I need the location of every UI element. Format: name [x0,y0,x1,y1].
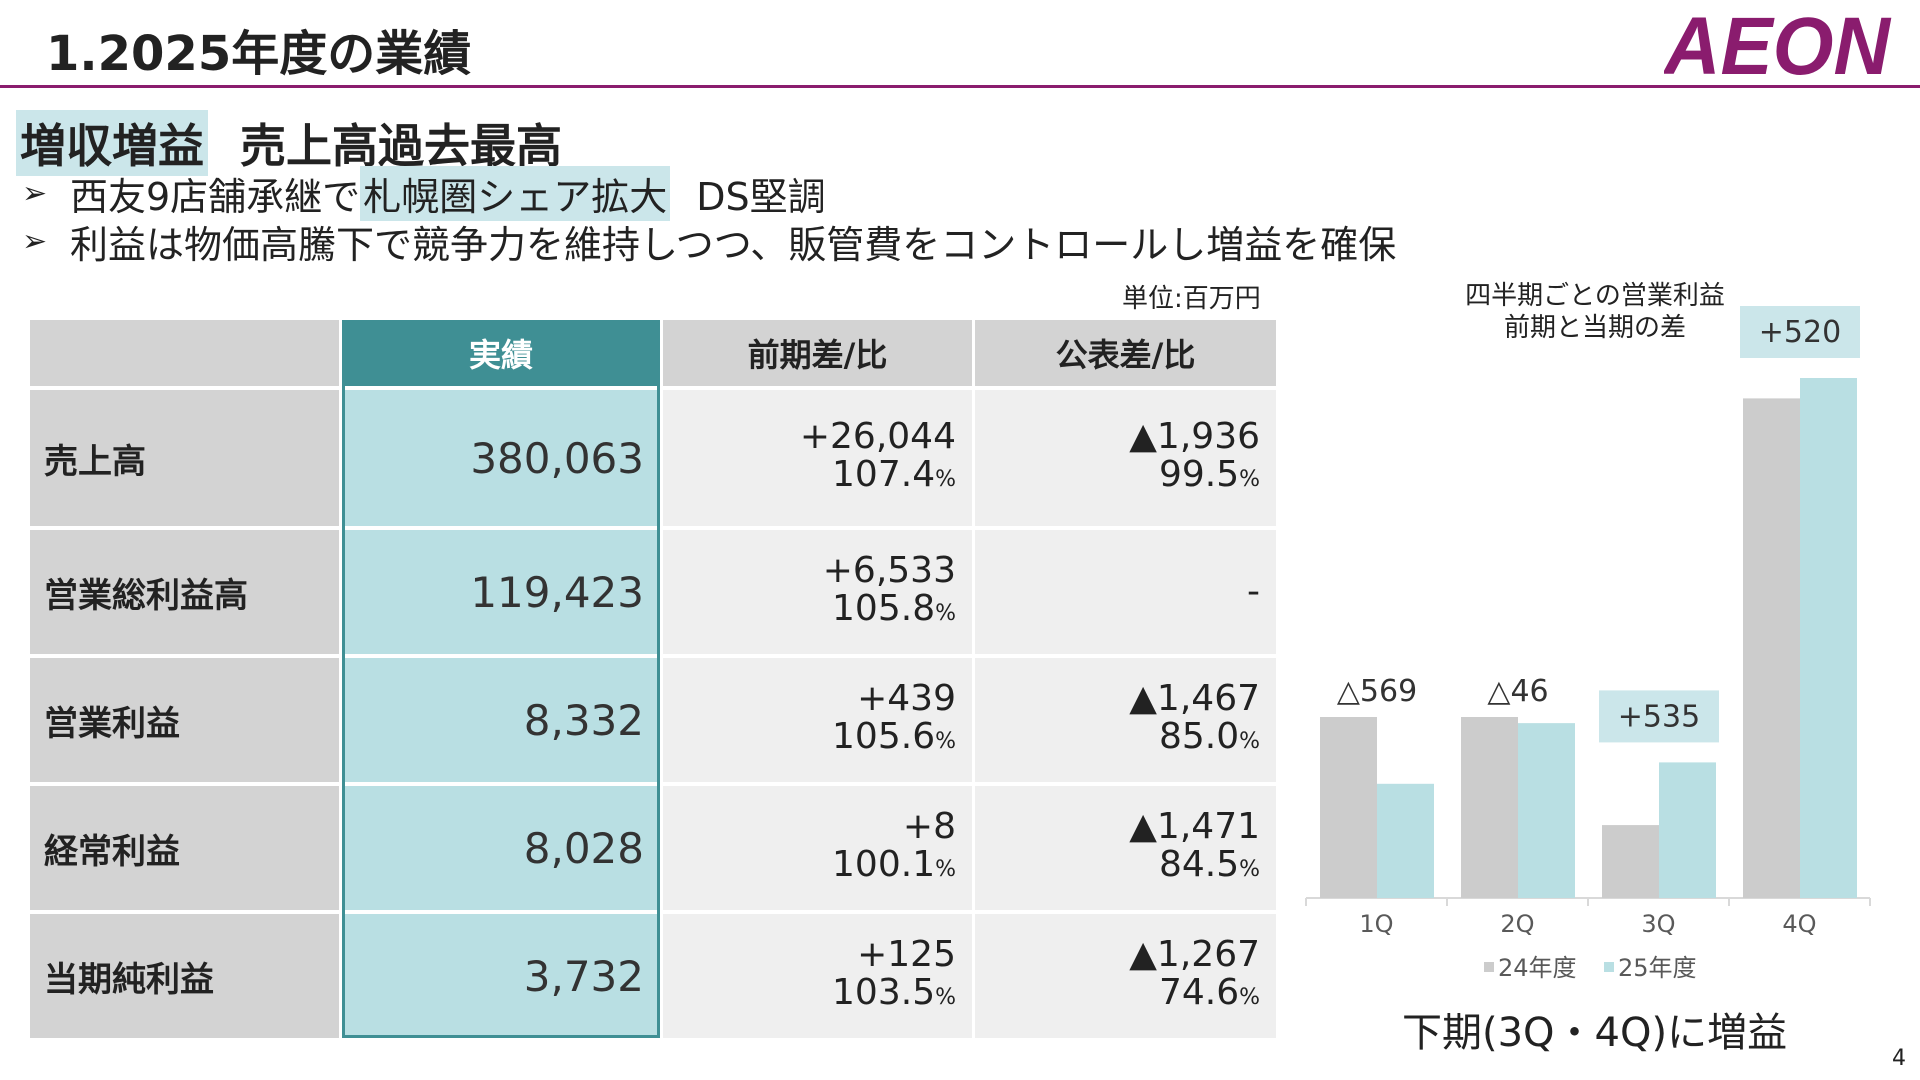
percent-sign: % [1239,728,1260,754]
vs-plan-cell: ▲1,471 84.5% [975,786,1276,910]
chart-title-line1: 四半期ごとの営業利益 [1465,281,1725,311]
percent-sign: % [935,728,956,754]
percent-sign: % [1239,984,1260,1010]
bullet-highlight: 札幌圏シェア拡大 [360,166,671,221]
aeon-logo: AEON [1664,4,1892,86]
results-table: 実績 前期差/比 公表差/比 売上高 380,063 +26,044 107.4… [30,320,1276,1038]
yoy-ratio: 105.6 [832,715,936,757]
chart-title: 四半期ごとの営業利益 前期と当期の差 [1400,280,1790,344]
plan-diff: ▲1,471 [1129,805,1260,847]
bullet-text: 利益は物価高騰下で競争力を維持しつつ、販管費をコントロールし増益を確保 [70,223,1397,267]
headline-text: 売上高過去最高 [240,119,562,173]
vs-plan-cell: - [975,530,1276,654]
vs-plan-cell: ▲1,467 85.0% [975,658,1276,782]
diff-label: +535 [1618,699,1700,734]
diff-label-box [1740,306,1860,358]
bar-25年度-1Q [1377,783,1434,898]
legend-label: 25年度 [1618,954,1697,982]
yoy-cell: +8 100.1% [663,786,972,910]
header-vs-plan: 公表差/比 [975,320,1276,386]
legend-label: 24年度 [1498,954,1577,982]
title-divider [0,85,1920,88]
page-number: 4 [1892,1046,1906,1071]
vs-plan-cell: ▲1,267 74.6% [975,914,1276,1038]
percent-sign: % [935,984,956,1010]
x-tick-label: 1Q [1359,910,1393,938]
conclusion-note: 下期(3Q・4Q)に増益 [1402,1010,1788,1056]
x-tick-label: 3Q [1641,910,1675,938]
bar-24年度-4Q [1743,398,1800,898]
percent-sign: % [1239,856,1260,882]
yoy-cell: +439 105.6% [663,658,972,782]
row-label: 当期純利益 [30,914,339,1038]
yoy-diff: +26,044 [799,415,956,457]
chart-title-line2: 前期と当期の差 [1503,313,1686,343]
actual-value: 8,028 [342,786,660,910]
bullet-item: ➢ 利益は物価高騰下で競争力を維持しつつ、販管費をコントロールし増益を確保 [22,214,1396,269]
bar-24年度-2Q [1461,717,1518,898]
legend-swatch [1604,962,1614,972]
yoy-ratio: 105.8 [832,587,936,629]
x-tick-label: 2Q [1500,910,1534,938]
bar-25年度-3Q [1659,762,1716,898]
plan-ratio: 85.0 [1158,715,1240,757]
yoy-cell: +125 103.5% [663,914,972,1038]
row-label: 営業総利益高 [30,530,339,654]
arrow-bullet-icon: ➢ [22,224,48,259]
yoy-ratio: 107.4 [832,453,936,495]
plan-ratio: 74.6 [1158,971,1240,1013]
unit-label: 単位:百万円 [1122,284,1261,314]
plan-ratio: 84.5 [1158,843,1240,885]
header-yoy: 前期差/比 [663,320,972,386]
yoy-diff: +125 [857,933,956,975]
actual-value: 380,063 [342,390,660,526]
plan-diff: ▲1,267 [1129,933,1260,975]
diff-label: △46 [1487,674,1548,709]
bar-25年度-4Q [1800,378,1857,898]
plan-ratio: 99.5 [1158,453,1240,495]
diff-label: +520 [1759,315,1841,350]
bar-24年度-1Q [1320,717,1377,898]
header-actual: 実績 [342,320,660,386]
headline-highlight: 増収増益 [16,110,208,176]
row-label: 営業利益 [30,658,339,782]
header-empty-cell [30,320,339,386]
quarterly-profit-chart: 1Q △569 2Q △46 3Q +535 4Q +520 24年度 25年度 [1305,306,1871,982]
yoy-cell: +6,533 105.8% [663,530,972,654]
bullet-text: 西友9店舗承継で [70,175,361,219]
actual-value: 3,732 [342,914,660,1038]
bullet-item: ➢ 西友9店舗承継で 札幌圏シェア拡大 DS堅調 [22,166,826,221]
yoy-diff: +439 [857,677,956,719]
actual-value: 8,332 [342,658,660,782]
yoy-cell: +26,044 107.4% [663,390,972,526]
logo-text: AEON [1664,4,1892,86]
percent-sign: % [935,466,956,492]
headline: 増収増益 売上高過去最高 [16,110,562,176]
vs-plan-cell: ▲1,936 99.5% [975,390,1276,526]
yoy-diff: +8 [902,805,956,847]
diff-label: △569 [1337,674,1417,709]
x-tick-label: 4Q [1782,910,1816,938]
yoy-diff: +6,533 [822,549,956,591]
row-label: 売上高 [30,390,339,526]
plan-diff: ▲1,936 [1129,415,1260,457]
legend-swatch [1484,962,1494,972]
bullet-text: DS堅調 [696,175,826,219]
plan-diff: - [1247,571,1260,612]
yoy-ratio: 103.5 [832,971,936,1013]
page-title: 1.2025年度の業績 [46,26,472,82]
yoy-ratio: 100.1 [832,843,936,885]
plan-diff: ▲1,467 [1129,677,1260,719]
percent-sign: % [935,600,956,626]
row-label: 経常利益 [30,786,339,910]
diff-label-box [1599,690,1719,743]
bar-25年度-2Q [1518,723,1575,898]
percent-sign: % [1239,466,1260,492]
bar-24年度-3Q [1602,825,1659,898]
arrow-bullet-icon: ➢ [22,176,48,211]
percent-sign: % [935,856,956,882]
actual-value: 119,423 [342,530,660,654]
